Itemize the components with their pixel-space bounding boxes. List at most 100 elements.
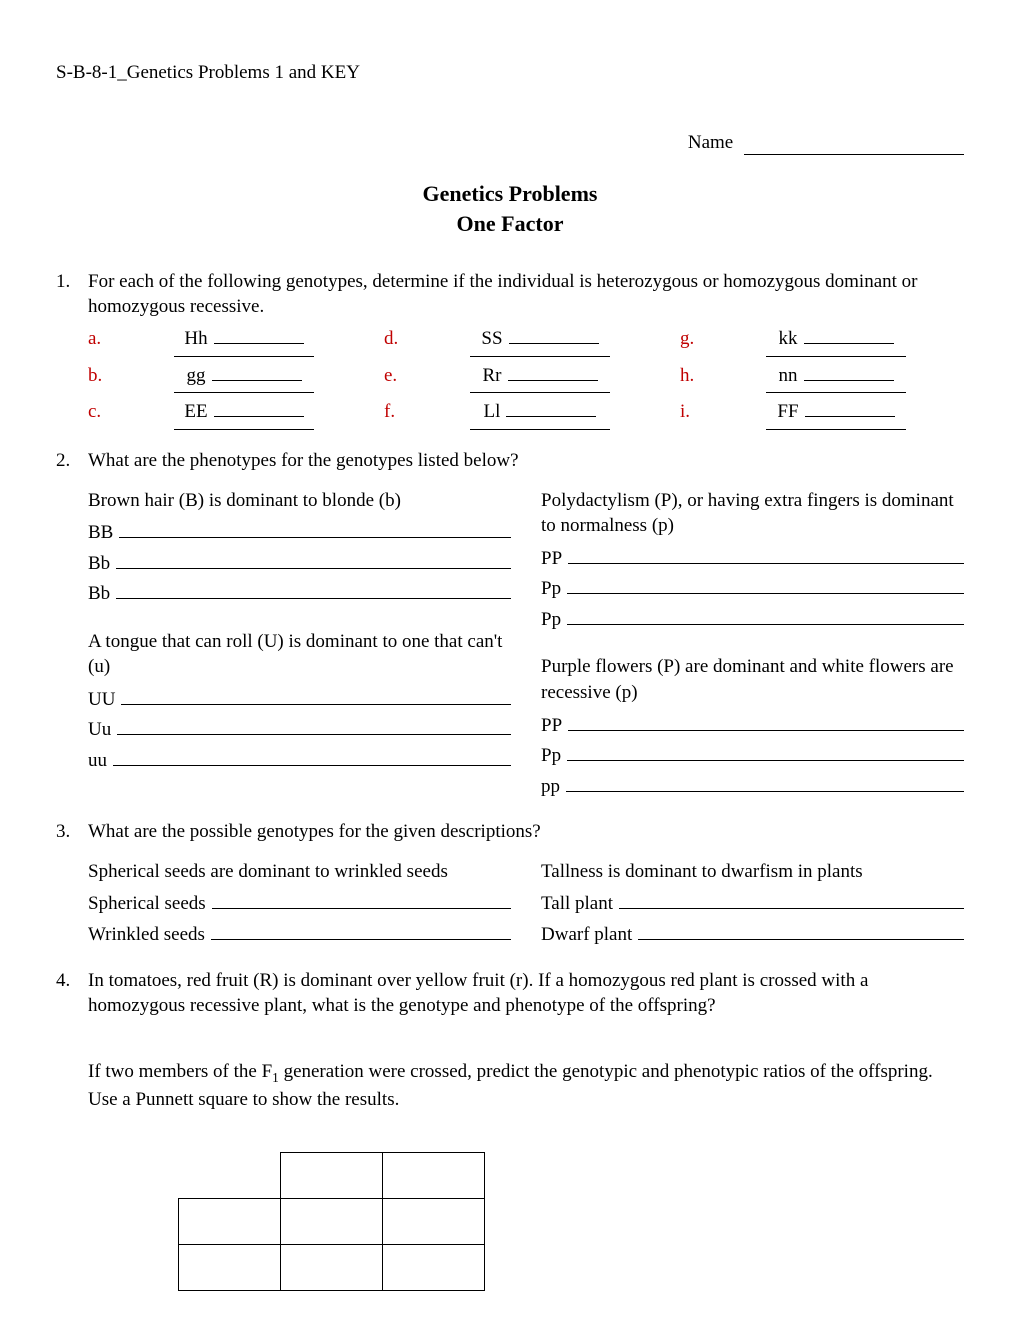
q1-blank-top[interactable] xyxy=(509,343,599,344)
q2-pheno-row: BB xyxy=(88,517,511,546)
q2-pheno-row: UU xyxy=(88,684,511,713)
q1-blank-top[interactable] xyxy=(805,416,895,417)
q1-genotype: gg xyxy=(187,363,206,389)
q1-text: For each of the following genotypes, det… xyxy=(88,269,964,320)
q3-label: Tall plant xyxy=(541,891,613,917)
q2-blank[interactable] xyxy=(117,715,511,736)
punnett-cell[interactable] xyxy=(179,1199,281,1245)
q1-genotype: FF xyxy=(777,399,798,425)
q1-item: c.EE xyxy=(88,399,372,430)
q1-genotype: SS xyxy=(481,326,502,352)
page-subtitle: One Factor xyxy=(56,209,964,239)
q3-number: 3. xyxy=(56,819,88,949)
q1-blank-bottom[interactable] xyxy=(470,429,610,430)
q2-blank[interactable] xyxy=(116,578,511,599)
q1-blank-bottom[interactable] xyxy=(174,356,314,357)
q2-blank[interactable] xyxy=(568,543,964,564)
punnett-cell[interactable] xyxy=(281,1199,383,1245)
q2-blank[interactable] xyxy=(116,548,511,569)
q2-genotype: Pp xyxy=(541,576,561,602)
q3-label: Dwarf plant xyxy=(541,922,632,948)
q1-blank-bottom[interactable] xyxy=(766,392,906,393)
q1-blank-bottom[interactable] xyxy=(766,356,906,357)
punnett-cell[interactable] xyxy=(281,1153,383,1199)
q2-trait-desc: Polydactylism (P), or having extra finge… xyxy=(541,488,964,539)
q1-letter: i. xyxy=(680,399,708,425)
q2-genotype: PP xyxy=(541,713,562,739)
q1-letter: d. xyxy=(384,326,412,352)
q1-blank-top[interactable] xyxy=(212,380,302,381)
q1-blank-bottom[interactable] xyxy=(174,392,314,393)
q3-blank[interactable] xyxy=(212,889,511,910)
q2-genotype: pp xyxy=(541,774,560,800)
name-blank[interactable] xyxy=(744,154,964,155)
punnett-cell[interactable] xyxy=(383,1245,485,1291)
q2-blank[interactable] xyxy=(119,517,511,538)
q1-blank-top[interactable] xyxy=(804,380,894,381)
q1-genotype: Ll xyxy=(484,399,501,425)
q2-genotype: Bb xyxy=(88,581,110,607)
q2-blank[interactable] xyxy=(566,771,964,792)
q3-blank[interactable] xyxy=(619,889,964,910)
q1-letter: b. xyxy=(88,363,116,389)
q1-genotype: EE xyxy=(184,399,207,425)
q2-blank[interactable] xyxy=(567,740,964,761)
q2-blank[interactable] xyxy=(567,573,964,594)
q1-item: d. SS xyxy=(384,326,668,357)
q1-blank-bottom[interactable] xyxy=(470,356,610,357)
q3-blank[interactable] xyxy=(211,919,511,940)
q2-left-col: Brown hair (B) is dominant to blonde (b)… xyxy=(88,488,511,802)
punnett-square xyxy=(178,1152,485,1291)
q2-genotype: Bb xyxy=(88,551,110,577)
q2-pheno-row: Pp xyxy=(541,740,964,769)
punnett-cell[interactable] xyxy=(383,1199,485,1245)
q2-genotype: Pp xyxy=(541,743,561,769)
q2-pheno-row: uu xyxy=(88,745,511,774)
q3-text: What are the possible genotypes for the … xyxy=(88,819,964,845)
q1-blank-top[interactable] xyxy=(804,343,894,344)
q2-block: Polydactylism (P), or having extra finge… xyxy=(541,488,964,633)
q2-number: 2. xyxy=(56,448,88,801)
q1-blank-bottom[interactable] xyxy=(766,429,906,430)
q2-pheno-row: PP xyxy=(541,543,964,572)
q1-blank-top[interactable] xyxy=(214,416,304,417)
q3-blank[interactable] xyxy=(638,919,964,940)
punnett-cell[interactable] xyxy=(383,1153,485,1199)
q1-genotype: Hh xyxy=(184,326,207,352)
q2-blank[interactable] xyxy=(121,684,511,705)
q4-para2: If two members of the F1 generation were… xyxy=(88,1059,964,1112)
question-4: 4. In tomatoes, red fruit (R) is dominan… xyxy=(56,968,964,1292)
q2-blank[interactable] xyxy=(567,604,964,625)
q2-genotype: Uu xyxy=(88,717,111,743)
q1-blank-bottom[interactable] xyxy=(174,429,314,430)
q2-pheno-row: PP xyxy=(541,710,964,739)
q2-trait-desc: A tongue that can roll (U) is dominant t… xyxy=(88,629,511,680)
q2-pheno-row: Uu xyxy=(88,715,511,744)
q1-genotype: nn xyxy=(779,363,798,389)
page-title: Genetics Problems xyxy=(56,179,964,209)
q2-blank[interactable] xyxy=(568,710,964,731)
q1-letter: f. xyxy=(384,399,412,425)
q2-pheno-row: Pp xyxy=(541,604,964,633)
q3-row: Dwarf plant xyxy=(541,919,964,948)
q2-genotype: uu xyxy=(88,748,107,774)
q2-pheno-row: Bb xyxy=(88,578,511,607)
punnett-cell[interactable] xyxy=(179,1245,281,1291)
q2-blank[interactable] xyxy=(113,745,511,766)
q1-blank-top[interactable] xyxy=(508,380,598,381)
punnett-cell[interactable] xyxy=(281,1245,383,1291)
q1-item: f. Ll xyxy=(384,399,668,430)
q2-genotype: Pp xyxy=(541,607,561,633)
q1-genotype: kk xyxy=(779,326,798,352)
q2-pheno-row: Pp xyxy=(541,573,964,602)
q1-blank-top[interactable] xyxy=(506,416,596,417)
q2-pheno-row: pp xyxy=(541,771,964,800)
header-label: S-B-8-1_Genetics Problems 1 and KEY xyxy=(56,60,964,86)
q1-number: 1. xyxy=(56,269,88,430)
q1-blank-bottom[interactable] xyxy=(470,392,610,393)
q1-blank-top[interactable] xyxy=(214,343,304,344)
name-row: Name xyxy=(56,130,964,156)
question-2: 2. What are the phenotypes for the genot… xyxy=(56,448,964,801)
q1-letter: a. xyxy=(88,326,116,352)
q2-genotype: UU xyxy=(88,687,115,713)
